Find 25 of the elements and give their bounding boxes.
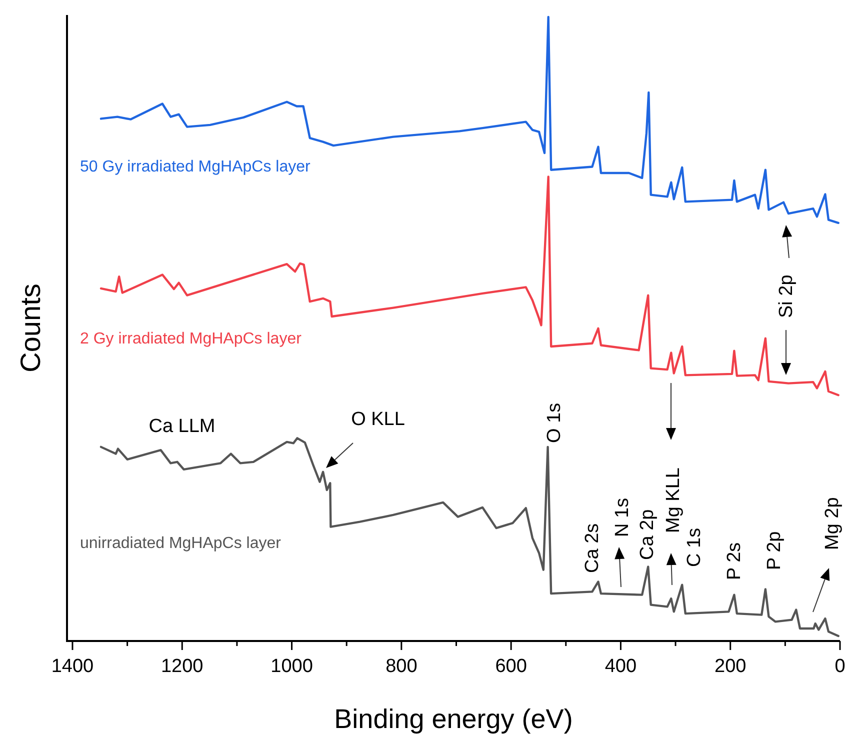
y-axis-title: Counts (15, 284, 46, 372)
annotation: Ca 2s (582, 523, 603, 573)
annotation: P 2s (724, 542, 745, 580)
x-tick-label: 200 (714, 656, 746, 677)
x-tick-label: 1000 (270, 656, 313, 677)
annotation: C 1s (684, 528, 705, 567)
series-label: 2 Gy irradiated MgHApCs layer (80, 330, 302, 348)
annotation: P 2p (764, 531, 785, 570)
annotation: Ca 2p (637, 509, 658, 560)
x-tick-label: 0 (834, 656, 846, 677)
annotation: O 1s (544, 402, 565, 443)
x-tick-label: 800 (386, 656, 418, 677)
annotation: N 1s (612, 498, 633, 537)
annotation: O KLL (351, 409, 405, 430)
x-axis-title: Binding energy (eV) (334, 704, 573, 734)
annotation: Ca LLM (148, 416, 216, 437)
annotation: Mg KLL (663, 468, 684, 533)
text: unirradiated MgHApCs layer (80, 534, 282, 552)
series-label: 50 Gy irradiated MgHApCs layer (80, 158, 311, 176)
x-tick-label: 400 (604, 656, 637, 677)
annotation: Si 2p (776, 274, 797, 318)
annotation: Mg 2p (822, 497, 843, 550)
x-tick-label: 1200 (160, 656, 204, 677)
x-tick-label: 600 (495, 656, 527, 677)
x-tick-label: 1400 (51, 656, 94, 677)
